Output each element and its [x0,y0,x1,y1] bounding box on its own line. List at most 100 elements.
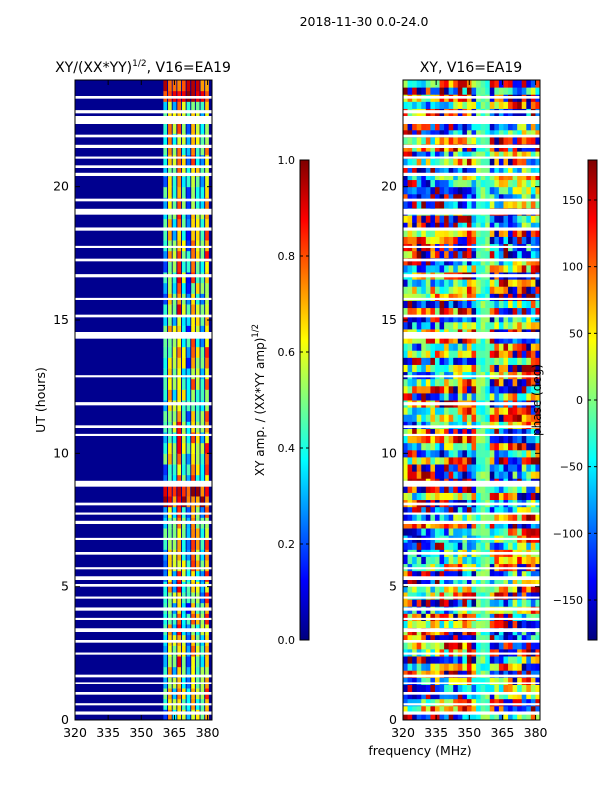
phase-cell [530,506,536,515]
phase-cell [453,314,459,323]
phase-cell [535,456,540,465]
phase-cell [439,684,445,693]
phase-cell [421,378,427,387]
phase-cell [517,158,523,166]
phase-cell [471,136,477,145]
phase-cell [425,129,431,138]
phase-cell [485,556,491,565]
phase-cell [521,279,527,287]
phase-cell [407,151,413,159]
phase-gap [403,227,540,231]
phase-cell [412,129,418,138]
phase-cell [494,336,500,344]
phase-cell [439,570,445,579]
phase-cell [503,286,509,294]
phase-cell [448,293,454,301]
phase-cell [444,407,450,415]
amplitude-cell [200,165,205,177]
phase-cell [434,677,441,685]
amplitude-gap [75,512,212,515]
phase-cell [403,250,409,259]
phase-cell [480,677,486,685]
phase-cell [466,392,472,401]
phase-cell [521,407,527,415]
amplitude-cell [172,218,177,230]
amplitude-cell [181,133,186,145]
phase-cell [412,641,418,650]
phase-cell [407,677,413,685]
phase-cell [412,321,418,330]
phase-cell [508,577,514,586]
phase-cell [421,620,427,629]
phase-cell [434,613,441,621]
phase-cell [453,698,459,707]
phase-cell [471,407,477,415]
phase-cell [476,172,482,181]
phase-cell [439,158,445,166]
amplitude-xtick-label: 350 [129,725,153,740]
amplitude-cell [195,400,200,412]
phase-cell [439,520,445,529]
phase-cell [494,471,500,479]
amplitude-cell [195,133,200,145]
phase-cell [453,556,459,565]
amplitude-colorbar: 0.00.20.40.60.81.0 XY amp. / (XX*YY amp)… [251,154,310,647]
phase-cell [421,599,427,607]
phase-cell [485,620,491,629]
phase-cell [462,215,468,223]
phase-gap [403,165,540,168]
phase-cell [457,528,463,536]
phase-cell [462,464,468,472]
phase-cell [494,584,500,593]
phase-cell [494,378,500,387]
phase-cell [512,179,518,188]
amplitude-cell [186,528,191,540]
phase-cell [407,556,413,565]
phase-cell [416,193,422,202]
phase-cell [425,528,431,536]
amplitude-cell [195,666,200,678]
phase-cell [439,151,445,159]
phase-cell [416,229,422,237]
amplitude-cell [181,272,186,284]
phase-cell [517,407,523,415]
amplitude-cell [177,154,182,166]
amplitude-gap [75,402,212,406]
phase-cell [439,186,445,195]
phase-cell [466,286,472,294]
phase-cell [421,485,427,493]
phase-cell [403,158,409,166]
phase-cell [434,449,441,458]
phase-cell [466,684,472,693]
phase-cell [508,343,514,351]
phase-cell [494,677,500,685]
phase-cell [457,442,463,451]
phase-cell [407,670,413,678]
phase-cell [407,485,413,493]
amplitude-ytick-label: 15 [53,312,69,327]
phase-cell [535,492,540,501]
phase-cell [489,364,495,373]
phase-cell [512,336,518,344]
phase-cell [421,698,427,707]
amplitude-cell [172,432,177,444]
phase-cell [462,656,468,664]
phase-cell [421,584,427,593]
phase-cell [476,592,482,600]
phase-cell [444,506,450,515]
phase-cell [453,513,459,522]
phase-cell [448,570,454,579]
phase-cell [530,257,536,266]
phase-cell [498,307,504,316]
amplitude-cell [168,304,172,316]
amplitude-cell [172,133,177,145]
amplitude-cell [172,282,177,294]
phase-cell [407,464,413,472]
phase-cell [485,684,491,693]
phase-cell [403,677,409,685]
phase-cell [517,435,523,444]
phase-cell [530,165,536,173]
phase-cell [476,599,482,607]
amplitude-cell [163,570,168,582]
